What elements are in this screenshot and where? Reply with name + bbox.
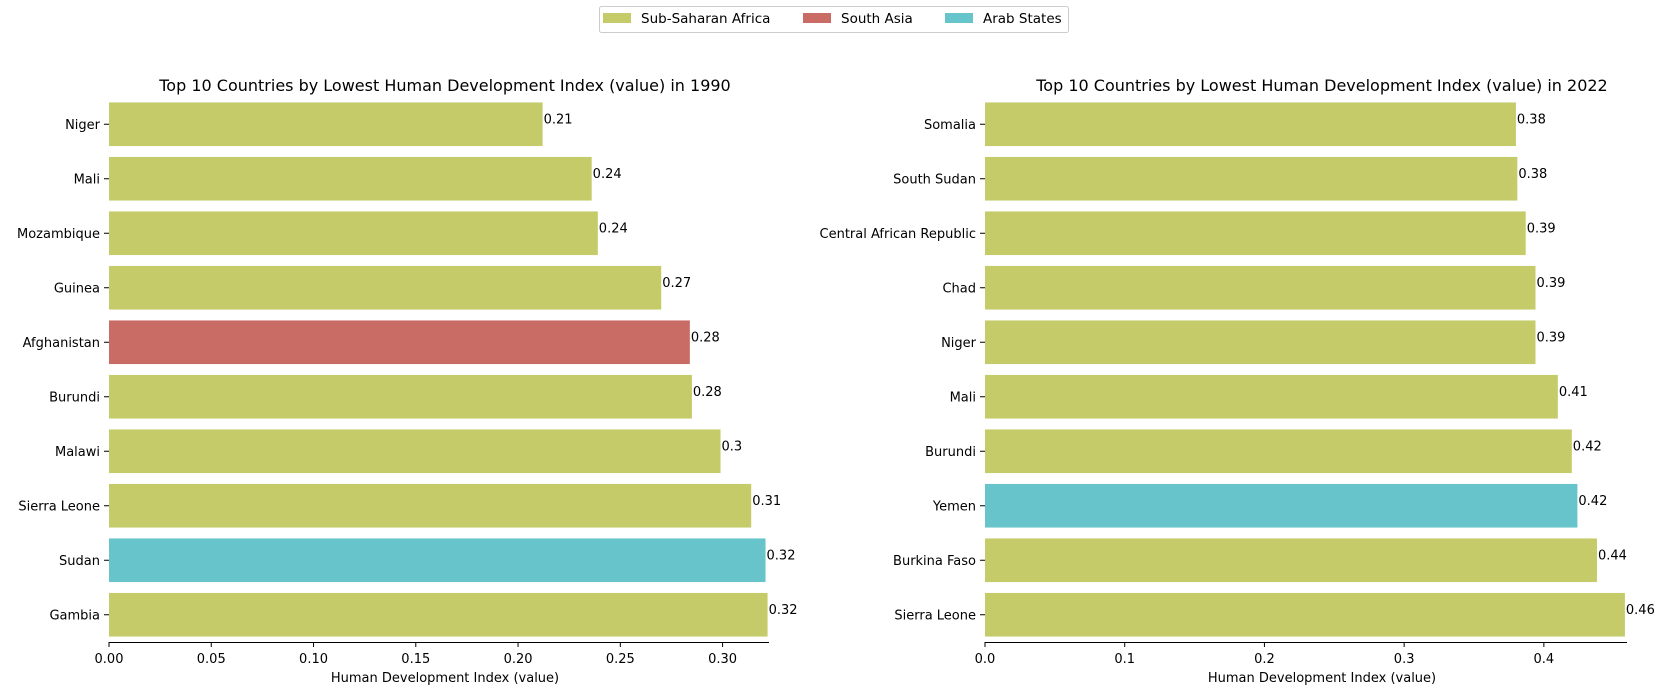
x-tick-label-1990-0-25: 0.25 [606,652,635,667]
bar-2022-sierra-leone [985,592,1625,637]
data-label-2022-niger: 0.39 [1536,330,1565,345]
chart-title-2022: Top 10 Countries by Lowest Human Develop… [1035,76,1607,95]
bar-2022-south-sudan [985,156,1518,201]
bar-2022-chad [985,265,1536,310]
bar-1990-guinea [109,265,662,310]
data-label-1990-mozambique: 0.24 [599,221,628,236]
bar-2022-central-african-republic [985,211,1526,256]
x-axis-label-1990: Human Development Index (value) [331,671,559,686]
data-label-2022-somalia: 0.38 [1517,112,1546,127]
bar-1990-sudan [109,538,766,583]
y-tick-label-2022-south-sudan: South Sudan [893,172,976,187]
y-tick-label-2022-burkina-faso: Burkina Faso [893,554,976,569]
data-label-2022-mali: 0.41 [1559,385,1588,400]
y-tick-label-1990-sierra-leone: Sierra Leone [18,499,100,514]
x-tick-label-1990-0-15: 0.15 [401,652,430,667]
x-tick-label-2022-0-3: 0.3 [1394,652,1415,667]
bar-1990-burundi [109,374,692,419]
data-label-2022-chad: 0.39 [1536,276,1565,291]
x-tick-label-1990-0-10: 0.10 [299,652,328,667]
y-tick-label-2022-mali: Mali [950,390,976,405]
bar-2022-niger [985,320,1536,365]
bar-1990-mozambique [109,211,598,256]
x-tick-label-1990-0-05: 0.05 [197,652,226,667]
bar-1990-mali [109,156,592,201]
y-tick-label-1990-niger: Niger [65,118,101,133]
y-tick-label-2022-central-african-republic: Central African Republic [820,227,976,242]
x-tick-label-2022-0-4: 0.4 [1534,652,1555,667]
data-label-2022-south-sudan: 0.38 [1518,167,1547,182]
bar-2022-mali [985,374,1558,419]
legend-label-south-asia: South Asia [841,11,913,27]
data-label-1990-niger: 0.21 [544,112,573,127]
data-label-1990-guinea: 0.27 [662,276,691,291]
y-tick-label-2022-sierra-leone: Sierra Leone [894,608,976,623]
data-label-2022-yemen: 0.42 [1578,494,1607,509]
y-tick-label-1990-mozambique: Mozambique [17,227,100,242]
data-label-2022-burundi: 0.42 [1573,439,1602,454]
bar-1990-niger [109,102,543,147]
y-tick-label-2022-chad: Chad [942,281,976,296]
y-tick-label-1990-gambia: Gambia [49,608,100,623]
y-tick-label-2022-burundi: Burundi [925,445,976,460]
data-label-1990-sierra-leone: 0.31 [752,494,781,509]
chart-title-1990: Top 10 Countries by Lowest Human Develop… [158,76,730,95]
x-tick-label-2022-0-1: 0.1 [1114,652,1135,667]
legend-label-sub-saharan-africa: Sub-Saharan Africa [641,11,770,27]
y-tick-label-1990-sudan: Sudan [59,554,100,569]
legend: Sub-Saharan Africa South Asia Arab States [599,6,1069,33]
x-tick-label-1990-0-30: 0.30 [708,652,737,667]
y-tick-label-1990-burundi: Burundi [49,390,100,405]
y-tick-label-1990-malawi: Malawi [55,445,100,460]
x-tick-label-1990-0-00: 0.00 [95,652,124,667]
data-label-1990-mali: 0.24 [593,167,622,182]
x-axis-label-2022: Human Development Index (value) [1208,671,1436,686]
y-tick-label-1990-afghanistan: Afghanistan [23,336,100,351]
bar-1990-sierra-leone [109,483,752,528]
bar-2022-burkina-faso [985,538,1597,583]
legend-label-arab-states: Arab States [983,11,1062,27]
y-tick-label-1990-guinea: Guinea [54,281,100,296]
y-tick-label-1990-mali: Mali [74,172,100,187]
x-tick-label-1990-0-20: 0.20 [504,652,533,667]
y-tick-label-2022-yemen: Yemen [932,499,976,514]
data-label-1990-gambia: 0.32 [769,603,798,618]
data-label-2022-central-african-republic: 0.39 [1527,221,1556,236]
x-tick-label-2022-0-2: 0.2 [1254,652,1275,667]
data-label-2022-burkina-faso: 0.44 [1598,548,1627,563]
bar-1990-gambia [109,592,768,637]
data-label-1990-afghanistan: 0.28 [691,330,720,345]
data-label-1990-sudan: 0.32 [767,548,796,563]
bar-1990-malawi [109,429,721,474]
chart-1990: Top 10 Countries by Lowest Human Develop… [17,76,798,686]
chart-2022: Top 10 Countries by Lowest Human Develop… [820,76,1655,686]
legend-swatch-arab-states [945,13,973,23]
data-label-2022-sierra-leone: 0.46 [1626,603,1655,618]
y-tick-label-2022-somalia: Somalia [924,118,976,133]
bar-1990-afghanistan [109,320,690,365]
legend-swatch-south-asia [803,13,831,23]
bar-2022-yemen [985,483,1578,528]
bar-2022-burundi [985,429,1572,474]
data-label-1990-burundi: 0.28 [693,385,722,400]
data-label-1990-malawi: 0.3 [722,439,743,454]
legend-swatch-sub-saharan-africa [603,13,631,23]
x-tick-label-2022-0-0: 0.0 [975,652,996,667]
bar-2022-somalia [985,102,1516,147]
y-tick-label-2022-niger: Niger [941,336,977,351]
